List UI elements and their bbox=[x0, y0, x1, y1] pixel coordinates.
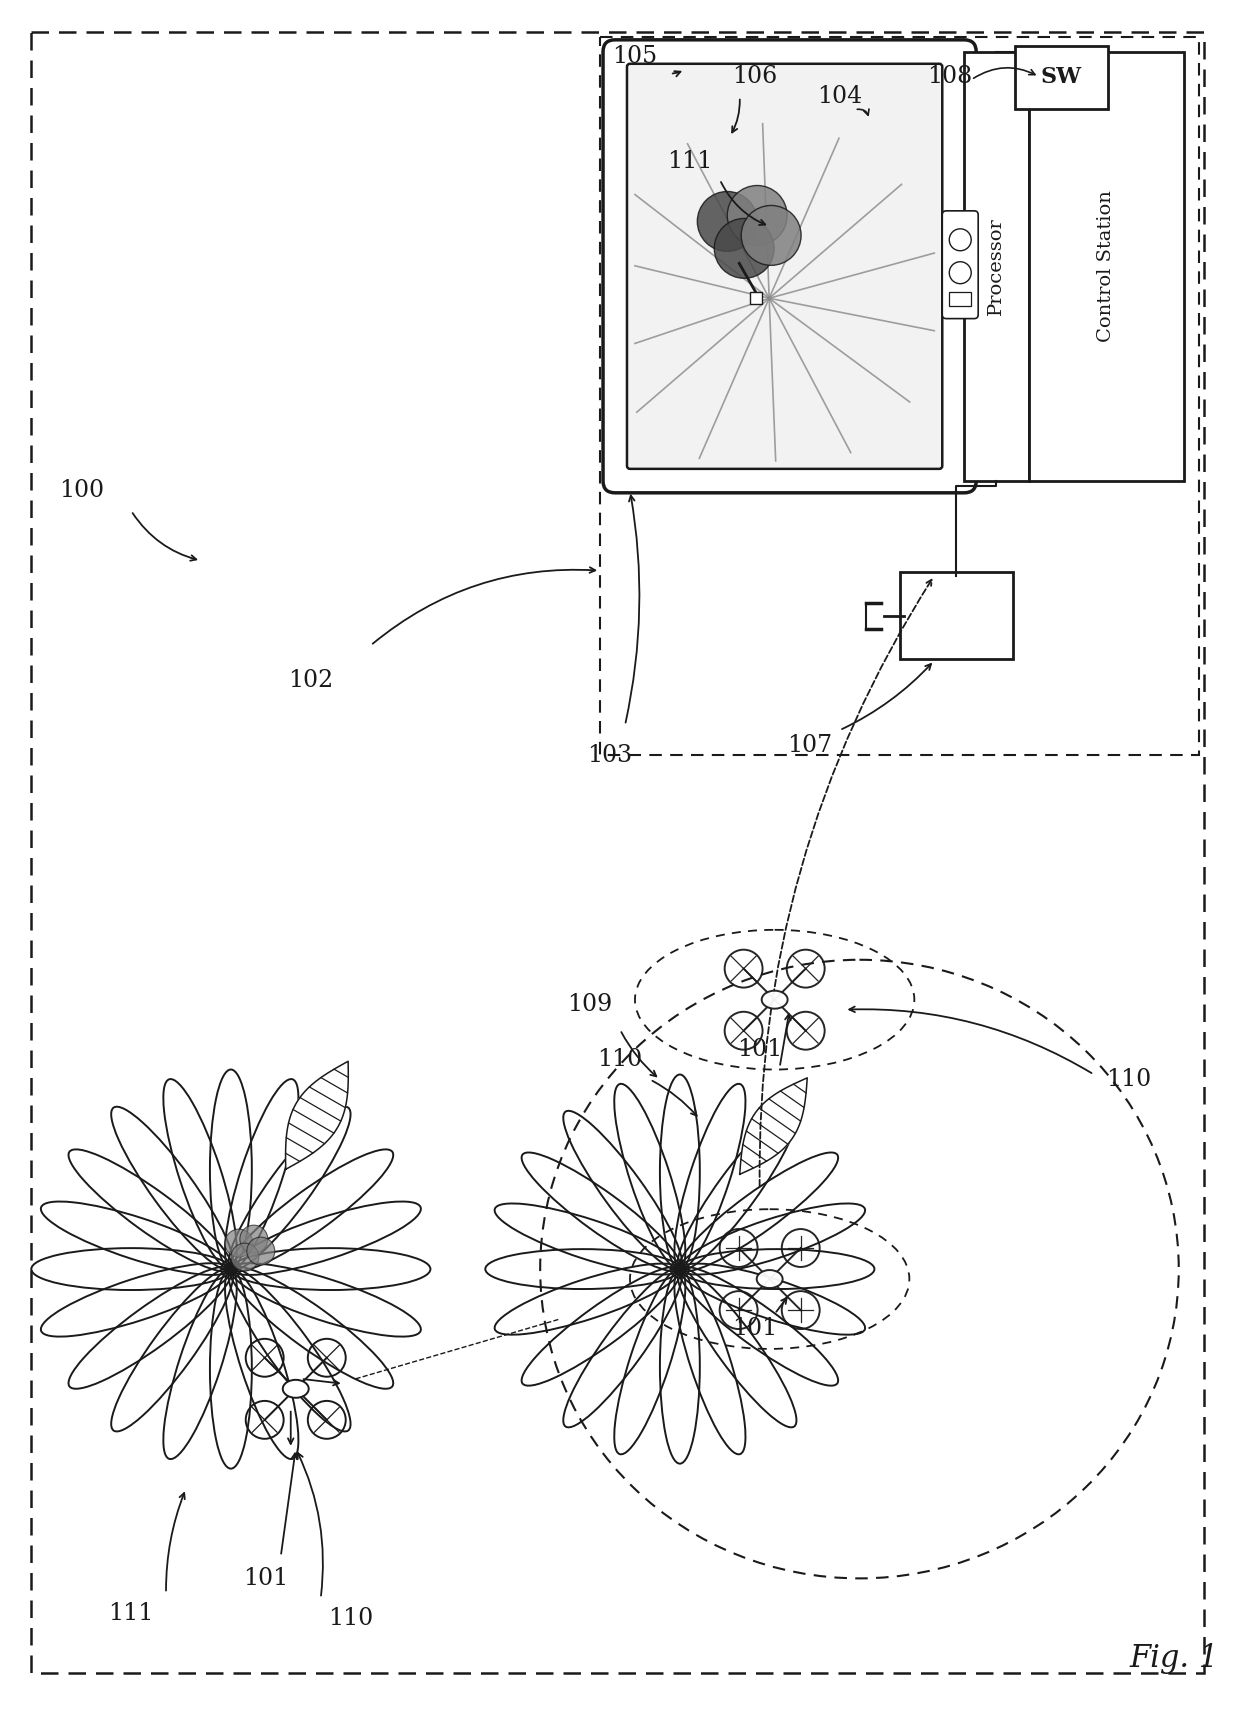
FancyBboxPatch shape bbox=[942, 211, 978, 319]
Text: 109: 109 bbox=[568, 994, 613, 1016]
Text: 101: 101 bbox=[243, 1567, 289, 1590]
FancyBboxPatch shape bbox=[750, 293, 763, 305]
Circle shape bbox=[239, 1225, 268, 1254]
Text: Processor: Processor bbox=[987, 218, 1006, 315]
Circle shape bbox=[247, 1237, 275, 1266]
FancyBboxPatch shape bbox=[900, 572, 1013, 660]
Polygon shape bbox=[740, 1077, 807, 1175]
Text: 100: 100 bbox=[58, 480, 104, 502]
Circle shape bbox=[697, 192, 758, 252]
Circle shape bbox=[714, 219, 774, 278]
Ellipse shape bbox=[761, 990, 787, 1009]
Text: 103: 103 bbox=[588, 743, 632, 767]
FancyBboxPatch shape bbox=[950, 291, 971, 305]
Text: 107: 107 bbox=[787, 733, 832, 757]
Text: 111: 111 bbox=[108, 1602, 154, 1626]
FancyBboxPatch shape bbox=[627, 63, 942, 469]
Circle shape bbox=[742, 206, 801, 266]
Text: 101: 101 bbox=[732, 1317, 777, 1341]
Circle shape bbox=[675, 1264, 684, 1274]
Polygon shape bbox=[285, 1062, 348, 1170]
Text: Control Station: Control Station bbox=[1097, 190, 1115, 343]
FancyBboxPatch shape bbox=[965, 51, 1029, 481]
Text: 106: 106 bbox=[732, 65, 777, 89]
Circle shape bbox=[224, 1230, 253, 1257]
Circle shape bbox=[226, 1264, 236, 1274]
Circle shape bbox=[727, 185, 787, 245]
Text: SW: SW bbox=[1040, 65, 1081, 87]
Ellipse shape bbox=[283, 1381, 309, 1398]
Text: 102: 102 bbox=[288, 668, 334, 692]
Text: 105: 105 bbox=[613, 45, 657, 69]
Text: 110: 110 bbox=[1106, 1067, 1152, 1091]
FancyBboxPatch shape bbox=[1029, 51, 1184, 481]
Text: 110: 110 bbox=[598, 1048, 642, 1071]
Text: 111: 111 bbox=[667, 151, 713, 173]
FancyBboxPatch shape bbox=[603, 39, 976, 493]
Ellipse shape bbox=[756, 1269, 782, 1288]
FancyBboxPatch shape bbox=[1016, 46, 1107, 108]
Circle shape bbox=[231, 1244, 259, 1271]
Text: 108: 108 bbox=[926, 65, 972, 89]
Text: 110: 110 bbox=[327, 1607, 373, 1629]
Text: 104: 104 bbox=[817, 86, 862, 108]
Text: Fig. 1: Fig. 1 bbox=[1130, 1643, 1219, 1674]
Text: 101: 101 bbox=[737, 1038, 782, 1060]
